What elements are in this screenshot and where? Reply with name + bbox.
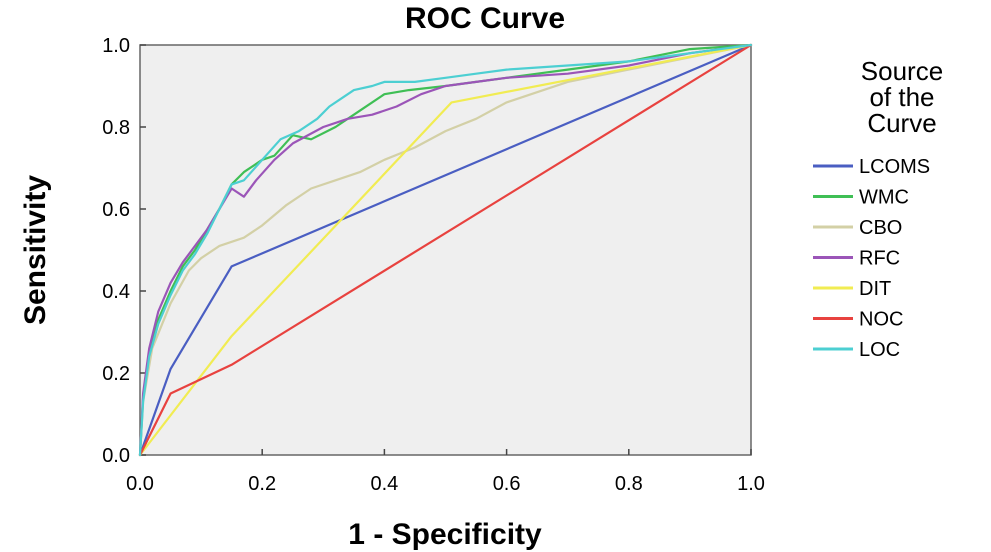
plot-area: [139, 44, 752, 456]
legend: Source of the Curve LCOMS WMC CBO RFC DIT NOC…: [813, 56, 943, 361]
series-line-noc: [138, 43, 753, 457]
y-axis-label: Sensitivity: [19, 175, 52, 325]
legend-label-wmc: WMC: [859, 187, 909, 209]
series-lines: [138, 43, 753, 457]
x-tick-label: 0.0: [126, 473, 154, 495]
x-tick-label: 1.0: [737, 473, 765, 495]
series-line-lcoms: [138, 43, 753, 457]
y-tick-label: 0.2: [102, 363, 130, 385]
chart-title: ROC Curve: [405, 2, 565, 35]
series-line-cbo: [138, 43, 753, 457]
x-tick-label: 0.6: [493, 473, 521, 495]
x-tick-label: 0.2: [248, 473, 276, 495]
y-tick-label: 0.8: [102, 117, 130, 139]
tick-marks: [139, 44, 752, 456]
legend-title-line-3: Curve: [867, 108, 936, 138]
y-tick-label: 0.4: [102, 281, 130, 303]
legend-title-line-1: Source: [861, 56, 943, 86]
series-line-dit: [138, 43, 753, 457]
legend-title-line-2: of the: [869, 82, 934, 112]
legend-label-noc: NOC: [859, 309, 903, 331]
y-tick-label: 0.0: [102, 445, 130, 467]
tick-labels: 0.0 0.2 0.4 0.6 0.8 1.0 0.0 0.2 0.4 0.6 0.8 1.0: [102, 35, 765, 495]
series-line-rfc: [138, 43, 753, 457]
legend-label-dit: DIT: [859, 278, 891, 300]
series-line-wmc: [138, 43, 753, 457]
legend-label-lcoms: LCOMS: [859, 156, 930, 178]
y-tick-label: 1.0: [102, 35, 130, 57]
x-tick-label: 0.4: [370, 473, 398, 495]
x-axis-label: 1 - Specificity: [348, 518, 542, 551]
legend-label-cbo: CBO: [859, 217, 902, 239]
legend-label-rfc: RFC: [859, 248, 900, 270]
series-line-loc: [138, 43, 753, 457]
y-tick-label: 0.6: [102, 199, 130, 221]
legend-label-loc: LOC: [859, 339, 900, 361]
x-tick-label: 0.8: [615, 473, 643, 495]
